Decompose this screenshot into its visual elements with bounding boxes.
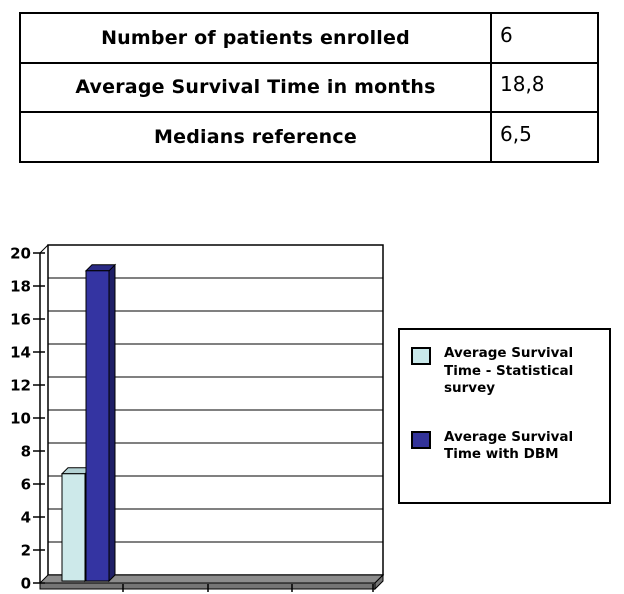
table-label-medians: Medians reference xyxy=(19,111,492,163)
legend-item: Average Survival Time - Statistical survey xyxy=(411,345,601,398)
y-axis-label: 2 xyxy=(21,542,31,560)
y-axis-label: 20 xyxy=(10,245,31,263)
y-axis-label: 14 xyxy=(10,344,31,362)
table-value-medians: 6,5 xyxy=(490,111,599,163)
table-label-avg-survival: Average Survival Time in months xyxy=(19,61,492,114)
legend-swatch-icon xyxy=(411,347,431,365)
y-axis-label: 0 xyxy=(21,575,31,593)
summary-table: Number of patients enrolled 6 Average Su… xyxy=(19,12,599,163)
bar-chart: 0 2 4 6 8 10 12 14 16 18 20 xyxy=(10,244,385,593)
table-label-patients: Number of patients enrolled xyxy=(19,12,492,64)
table-row: Number of patients enrolled 6 xyxy=(19,12,599,64)
legend-item: Average Survival Time with DBM xyxy=(411,429,601,464)
depth-edge-top-icon xyxy=(39,244,49,254)
bar1-front xyxy=(61,473,86,582)
table-value-patients: 6 xyxy=(490,12,599,64)
legend-label: Average Survival Time - Statistical survey xyxy=(444,345,574,397)
y-axis-label: 6 xyxy=(21,476,31,494)
table-row: Average Survival Time in months 18,8 xyxy=(19,61,599,114)
y-axis-label: 8 xyxy=(21,443,31,461)
chart-legend: Average Survival Time - Statistical survey… xyxy=(398,328,611,504)
bar2-front xyxy=(85,270,110,582)
floor-side xyxy=(374,573,384,591)
y-axis-label: 16 xyxy=(10,311,31,329)
table-value-avg-survival: 18,8 xyxy=(490,61,599,114)
table-row: Medians reference 6,5 xyxy=(19,111,599,163)
legend-swatch-icon xyxy=(411,430,431,449)
bar2-side xyxy=(108,263,116,583)
y-axis-label: 4 xyxy=(21,509,31,527)
y-axis-label: 18 xyxy=(10,278,31,296)
legend-label: Average Survival Time with DBM xyxy=(444,428,574,463)
y-axis-label: 12 xyxy=(10,377,31,395)
y-axis-label: 10 xyxy=(10,410,31,428)
